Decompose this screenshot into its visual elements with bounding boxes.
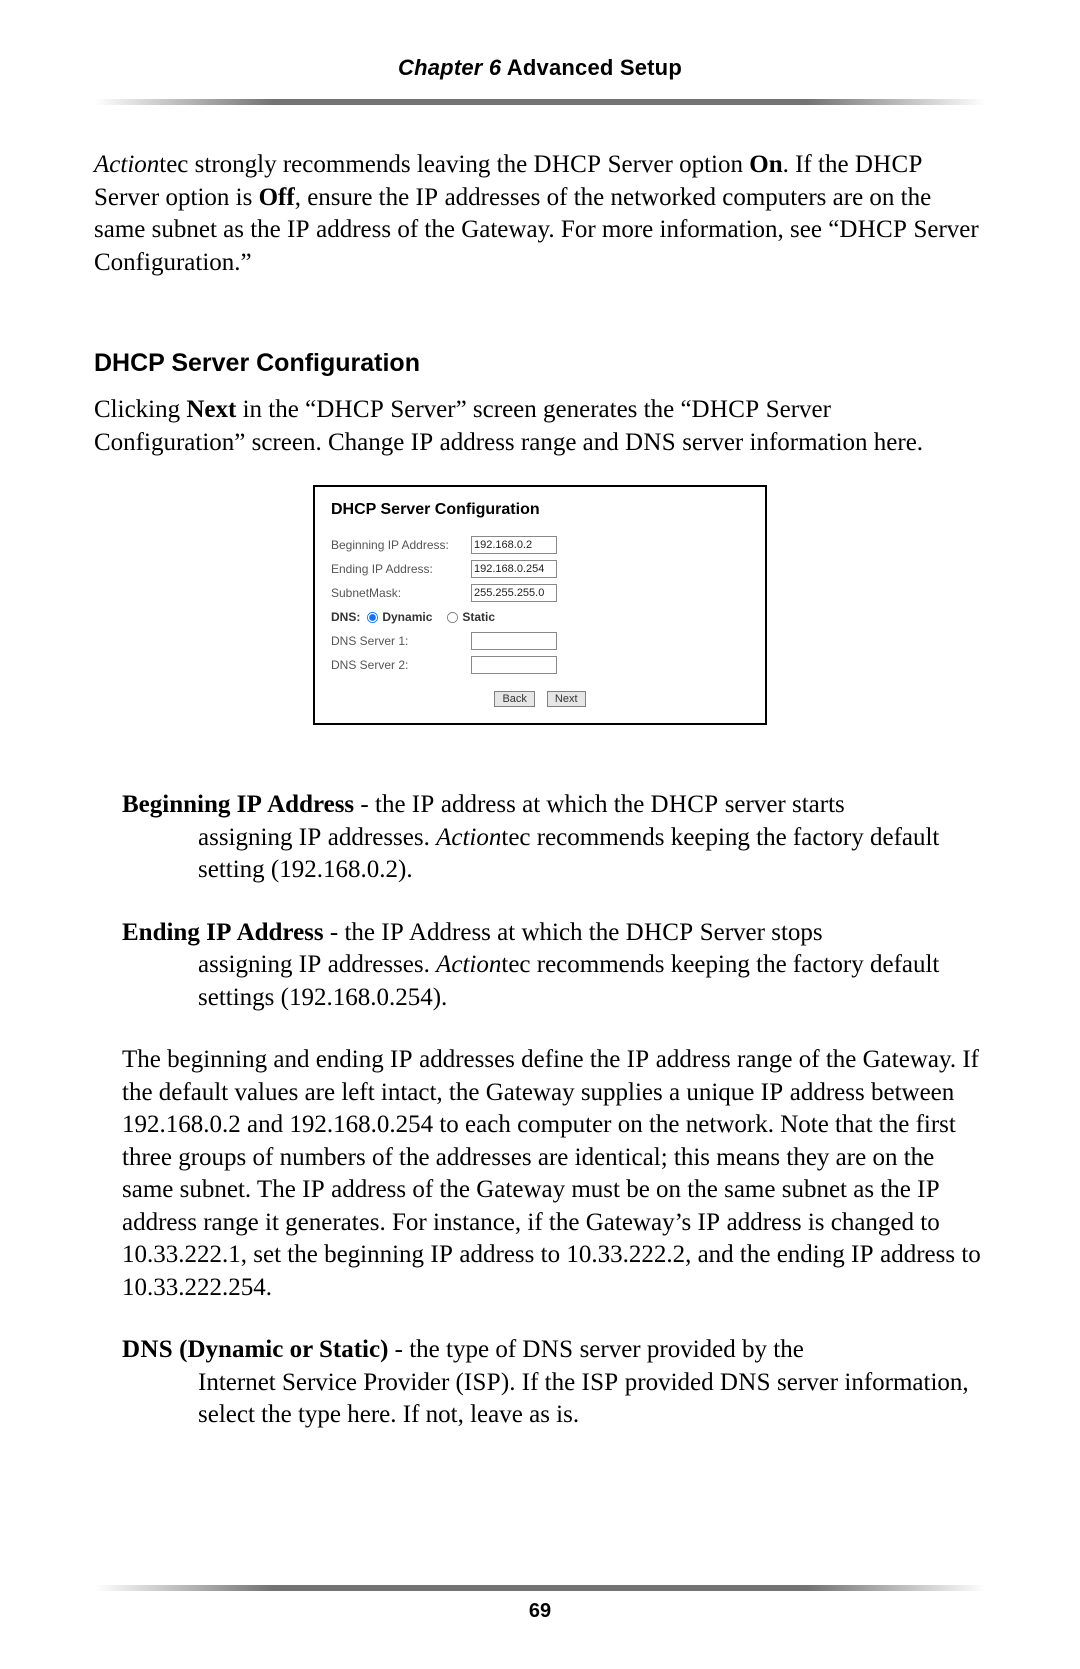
next-button[interactable]: Next (547, 691, 586, 707)
back-button[interactable]: Back (494, 691, 534, 707)
dns-label: DNS: (331, 610, 360, 624)
row-dns2: DNS Server 2: (331, 653, 749, 677)
dns-static-option[interactable]: Static (446, 610, 495, 624)
ending-ip-input[interactable] (471, 560, 557, 578)
dl-ending-def: - the IP Address at which the DHCP Serve… (324, 919, 823, 946)
beginning-ip-label: Beginning IP Address: (331, 538, 471, 552)
dl-dns: DNS (Dynamic or Static) - the type of DN… (122, 1334, 986, 1432)
dl-beginning-def: - the IP address at which the DHCP serve… (354, 791, 845, 818)
dl-dns-term: DNS (Dynamic or Static) (122, 1336, 388, 1363)
row-beginning-ip: Beginning IP Address: (331, 533, 749, 557)
dns1-input[interactable] (471, 632, 557, 650)
dns-static-text: Static (462, 610, 495, 624)
intro-paragraph: Actiontec strongly recommends leaving th… (94, 149, 986, 279)
footer-rule (94, 1585, 986, 1591)
dns-dynamic-option[interactable]: Dynamic (366, 610, 432, 624)
beginning-ip-input[interactable] (471, 536, 557, 554)
row-subnet: SubnetMask: (331, 581, 749, 605)
header-rule (94, 99, 986, 105)
dns-dynamic-radio[interactable] (367, 611, 378, 622)
subnet-label: SubnetMask: (331, 586, 471, 600)
dns2-label: DNS Server 2: (331, 658, 471, 672)
chapter-header: Chapter 6 Advanced Setup (94, 55, 986, 81)
dns-static-radio[interactable] (447, 611, 458, 622)
dl-ending-cont: assigning IP addresses. Actiontec recomm… (198, 949, 986, 1014)
panel-title: DHCP Server Configuration (331, 501, 749, 519)
dhcp-config-panel: DHCP Server Configuration Beginning IP A… (313, 485, 767, 725)
row-ending-ip: Ending IP Address: (331, 557, 749, 581)
dl-dns-cont: Internet Service Provider (ISP). If the … (198, 1367, 986, 1432)
section-intro-paragraph: Clicking Next in the “DHCP Server” scree… (94, 394, 986, 459)
dl-ending-ip: Ending IP Address - the IP Address at wh… (122, 917, 986, 1015)
row-dns1: DNS Server 1: (331, 629, 749, 653)
chapter-number: Chapter 6 (398, 55, 501, 80)
subnet-input[interactable] (471, 584, 557, 602)
dl-beginning-ip: Beginning IP Address - the IP address at… (122, 789, 986, 887)
chapter-title: Advanced Setup (501, 55, 682, 80)
row-dns: DNS: Dynamic Static (331, 605, 749, 629)
panel-buttons: Back Next (331, 691, 749, 707)
section-heading: DHCP Server Configuration (94, 349, 986, 378)
ending-ip-label: Ending IP Address: (331, 562, 471, 576)
dl-beginning-cont: assigning IP addresses. Actiontec recomm… (198, 822, 986, 887)
dl-ending-term: Ending IP Address (122, 919, 324, 946)
dns1-label: DNS Server 1: (331, 634, 471, 648)
page-number: 69 (0, 1600, 1080, 1623)
range-paragraph: The beginning and ending IP addresses de… (122, 1044, 982, 1304)
dl-dns-def: - the type of DNS server provided by the (388, 1336, 803, 1363)
dl-beginning-term: Beginning IP Address (122, 791, 354, 818)
dns2-input[interactable] (471, 656, 557, 674)
dns-dynamic-text: Dynamic (382, 610, 432, 624)
